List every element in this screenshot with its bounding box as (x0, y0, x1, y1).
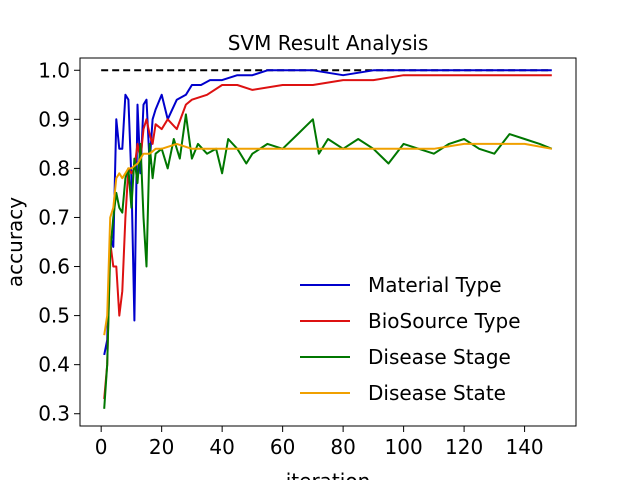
plot-frame (79, 57, 577, 427)
x-tick-label: 140 (505, 435, 543, 459)
x-tick-label: 60 (270, 435, 295, 459)
x-tick-label: 100 (385, 435, 423, 459)
y-axis-label: accuracy (3, 197, 27, 287)
plot-area (101, 69, 553, 409)
legend-label: Disease State (368, 381, 506, 405)
x-tick-label: 0 (95, 435, 108, 459)
y-tick-label: 0.5 (38, 304, 70, 328)
chart-title: SVM Result Analysis (228, 31, 429, 55)
y-tick-label: 0.8 (38, 156, 70, 180)
y-tick-label: 0.9 (38, 107, 70, 131)
axis-ticks: 0 20 40 60 80 100 120 140 0.3 0.4 0.5 0.6 0.7 0.8 0.9 1… (38, 58, 543, 459)
x-tick-label: 80 (330, 435, 355, 459)
legend-label: BioSource Type (368, 309, 521, 333)
series-line-biosource-type (103, 74, 552, 400)
y-tick-label: 1.0 (38, 58, 70, 82)
x-tick-label: 40 (209, 435, 234, 459)
x-tick-label: 120 (445, 435, 483, 459)
legend-label: Material Type (368, 273, 502, 297)
legend-label: Disease Stage (368, 345, 511, 369)
x-tick-label: 20 (149, 435, 174, 459)
y-tick-label: 0.7 (38, 205, 70, 229)
x-axis-label: iteration (286, 469, 371, 480)
y-tick-label: 0.4 (38, 353, 70, 377)
series-line-disease-state (103, 142, 552, 336)
legend: Material Type BioSource Type Disease Stage… (300, 273, 521, 405)
y-tick-label: 0.6 (38, 255, 70, 279)
y-tick-label: 0.3 (38, 402, 70, 426)
